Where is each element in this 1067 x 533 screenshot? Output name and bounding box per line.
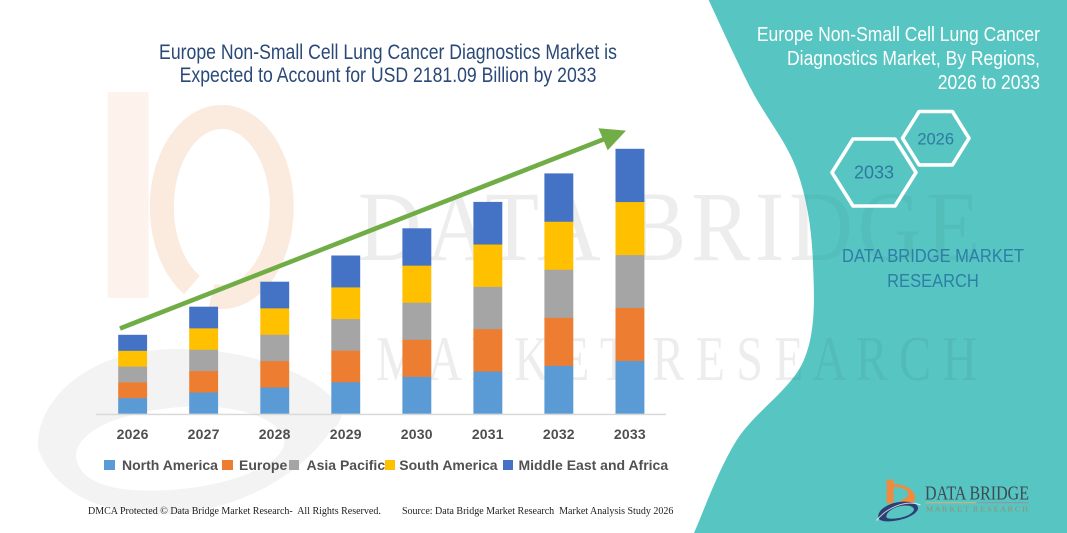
svg-text:2033: 2033 (854, 163, 894, 183)
svg-text:DATA BRIDGE: DATA BRIDGE (925, 482, 1029, 504)
svg-text:M A R K E T R E S E A R C H: M A R K E T R E S E A R C H (926, 507, 1028, 514)
svg-text:2026: 2026 (917, 131, 954, 149)
